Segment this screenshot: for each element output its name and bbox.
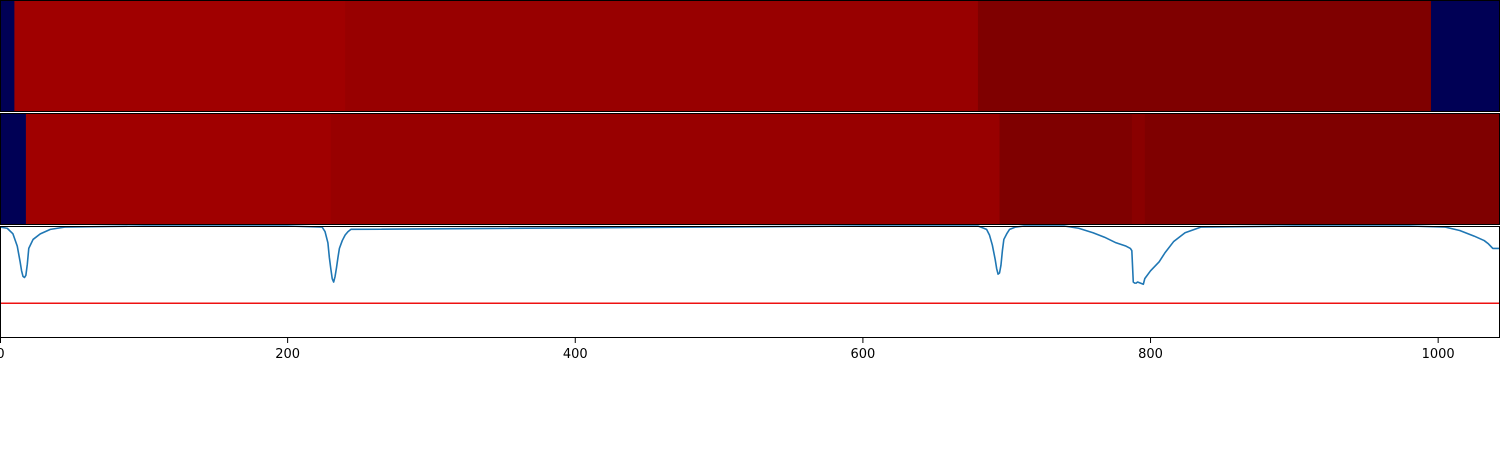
x-tick-label: 1000 [1422,347,1455,362]
x-tick-label: 400 [563,347,588,362]
x-tick-label: 800 [1138,347,1163,362]
heatmap-cell [0,113,27,225]
heatmap-band-2 [0,113,1500,225]
heatmap-cell [1131,113,1146,225]
heatmap-cell [1144,113,1500,225]
heatmap-cell [1430,0,1500,112]
x-axis: 0 200 400 600 800 1000 [0,338,1455,362]
series-line [0,225,1500,286]
x-tick-label: 600 [850,347,875,362]
x-tick-label: 200 [275,347,300,362]
heatmap-cell [14,0,346,112]
heatmap-cell [25,113,332,225]
heatmap-cell [0,0,15,112]
heatmap-cell [999,113,1133,225]
heatmap-cell [977,0,1432,112]
x-tick-label: 0 [0,347,5,362]
heatmap-cell [345,0,979,112]
line-panel [0,225,1500,338]
heatmap-cell [330,113,1001,225]
heatmap-band-1 [0,0,1500,112]
line-panel-background [0,226,1500,338]
